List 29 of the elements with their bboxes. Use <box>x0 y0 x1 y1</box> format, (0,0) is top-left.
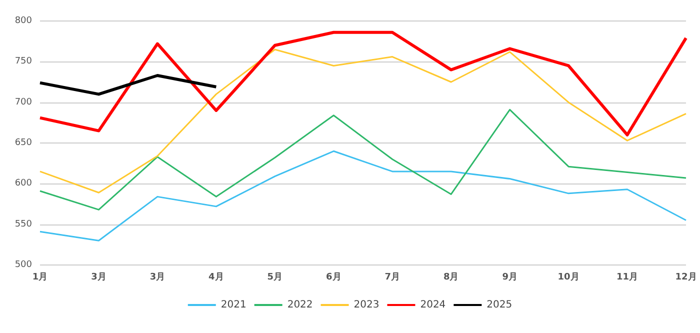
x-tick-label: 8月 <box>443 272 459 282</box>
y-tick-label: 750 <box>14 56 32 67</box>
x-tick-label: 4月 <box>208 272 224 282</box>
legend-label: 2021 <box>220 300 246 310</box>
line-series <box>38 30 688 136</box>
x-tick-label: 5月 <box>267 272 283 282</box>
y-tick-label: 550 <box>14 219 32 230</box>
y-tick-label: 600 <box>14 178 32 189</box>
legend-label: 2022 <box>287 300 313 310</box>
x-tick-label: 11月 <box>616 272 638 282</box>
x-tick-label: 12月 <box>675 272 697 282</box>
legend-label: 2023 <box>354 300 380 310</box>
x-tick-label: 10月 <box>558 272 580 282</box>
y-tick-label: 700 <box>14 97 32 108</box>
line-series <box>39 150 687 242</box>
legend-label: 2024 <box>420 300 446 310</box>
x-tick-label: 7月 <box>384 272 400 282</box>
x-tick-label: 6月 <box>326 272 342 282</box>
line-series <box>39 48 687 194</box>
x-tick-label: 9月 <box>502 272 518 282</box>
x-tick-label: 3月 <box>150 272 166 282</box>
line-series <box>39 108 687 210</box>
x-tick-label: 1月 <box>32 272 48 282</box>
y-tick-label: 650 <box>14 138 32 148</box>
y-tick-label: 800 <box>14 16 32 26</box>
x-tick-label: 3月 <box>91 272 106 282</box>
legend-label: 2025 <box>486 300 512 310</box>
y-tick-label: 500 <box>14 260 32 270</box>
line-series <box>38 74 218 96</box>
